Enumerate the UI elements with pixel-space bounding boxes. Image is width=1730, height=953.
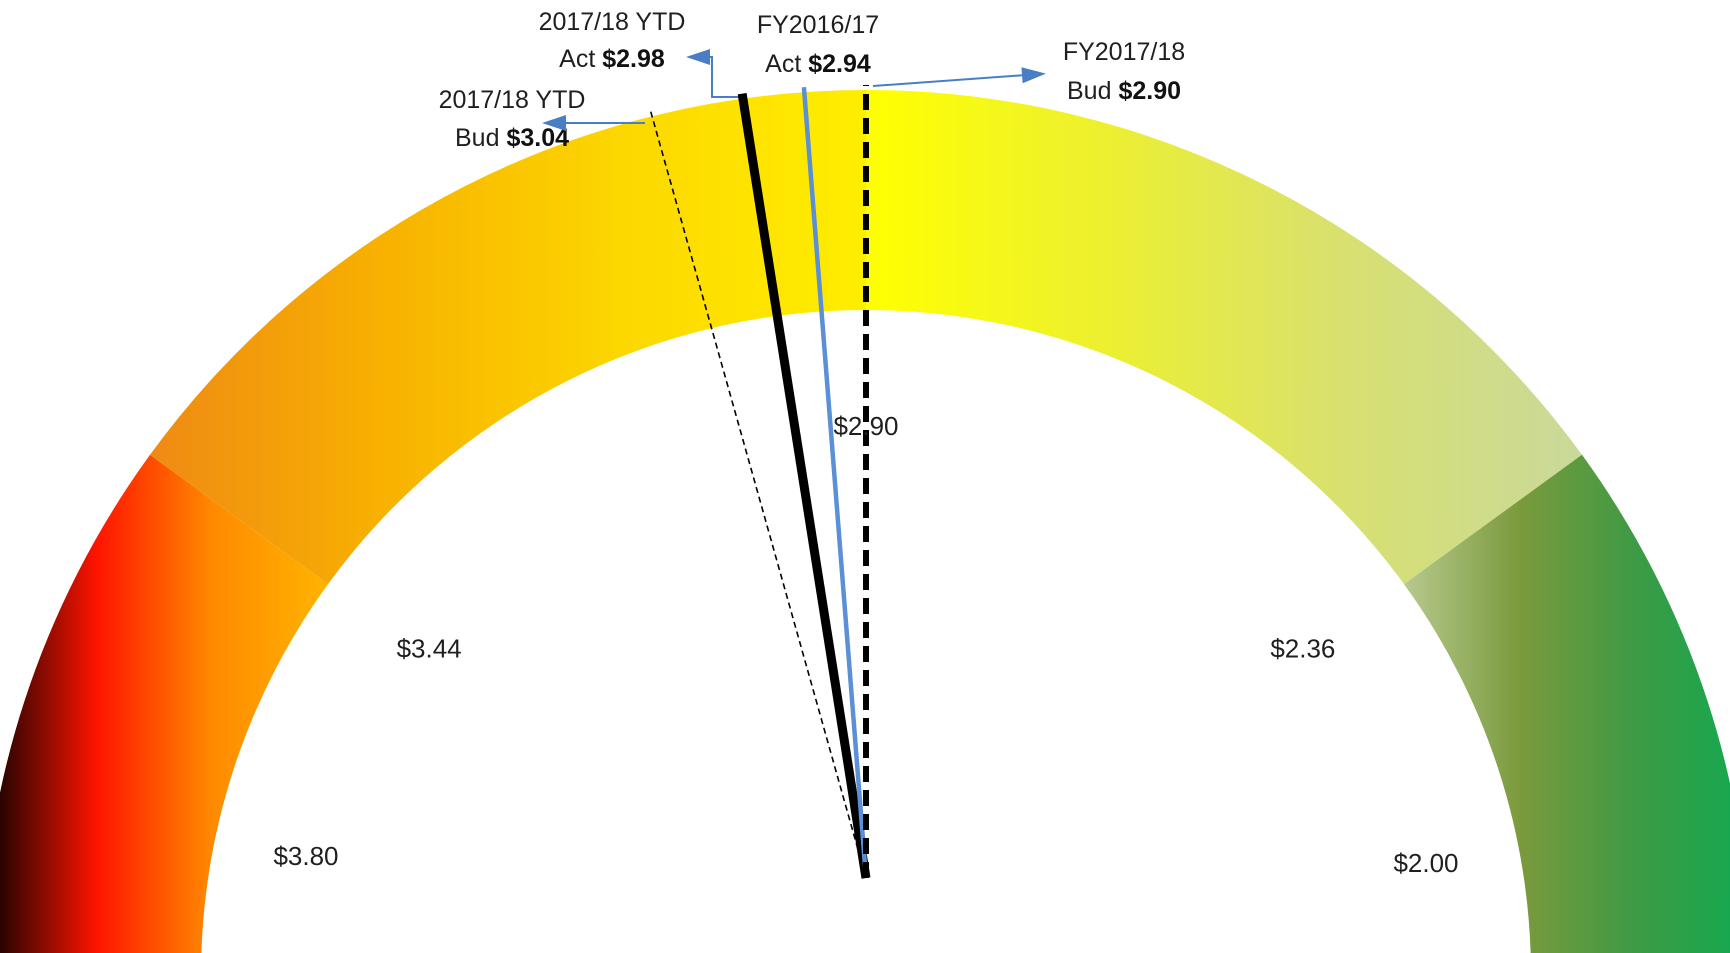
gauge-band-3-8-3-44: [0, 454, 329, 953]
annotation-value-line: Bud $3.04: [455, 124, 569, 152]
annotation-arrow-line: [692, 56, 738, 98]
annotation-fy2017-18-bud: FY2017/18 Bud $2.90: [872, 38, 1185, 105]
gauge-scale-labels: $3.80 $3.44 $2.90 $2.36 $2.00: [273, 411, 1458, 878]
annotation-title: 2017/18 YTD: [539, 8, 686, 36]
scale-label-3-44: $3.44: [397, 634, 462, 664]
annotation-title: FY2017/18: [1063, 38, 1185, 66]
annotation-2017-18-ytd-act: 2017/18 YTD Act $2.98: [539, 8, 738, 98]
annotation-value-line: Bud $2.90: [1067, 77, 1181, 105]
gauge-band-2-36-2: [1404, 454, 1730, 953]
annotation-arrow-head: [1021, 67, 1046, 84]
annotation-title: FY2016/17: [757, 11, 879, 39]
gauge-needles: [649, 85, 871, 879]
annotation-arrow-head: [686, 49, 710, 65]
scale-label-2-90: $2.90: [833, 411, 898, 441]
gauge-band-2-9-2-36: [866, 90, 1582, 585]
needle-2017-18-ytd-act: [737, 92, 871, 879]
annotation-arrow-line: [872, 73, 1041, 87]
annotation-value: $2.94: [808, 50, 871, 78]
needle-2017-18-ytd-bud: [649, 111, 867, 879]
annotation-arrow-head: [542, 115, 566, 131]
annotation-value-line: Act $2.94: [765, 50, 871, 78]
annotation-title: 2017/18 YTD: [439, 86, 586, 114]
annotation-value: $3.04: [506, 124, 569, 152]
scale-label-2-36: $2.36: [1270, 634, 1335, 664]
gauge-annotations: 2017/18 YTD Bud $3.04 2017/18 YTD Act $2.98…: [439, 8, 1186, 152]
gauge-bands: [0, 89, 1730, 953]
annotation-2017-18-ytd-bud: 2017/18 YTD Bud $3.04: [439, 86, 645, 152]
annotation-fy2016-17-act: FY2016/17 Act $2.94: [757, 11, 879, 78]
annotation-value-line: Act $2.98: [559, 45, 665, 73]
annotation-value: $2.90: [1118, 77, 1181, 105]
scale-label-2-00: $2.00: [1393, 848, 1458, 878]
gauge-band-3-44-2-9: [150, 89, 866, 585]
needle-fy2016-17-act: [801, 86, 869, 879]
annotation-value: $2.98: [602, 45, 665, 73]
scale-label-3-80: $3.80: [273, 841, 338, 871]
